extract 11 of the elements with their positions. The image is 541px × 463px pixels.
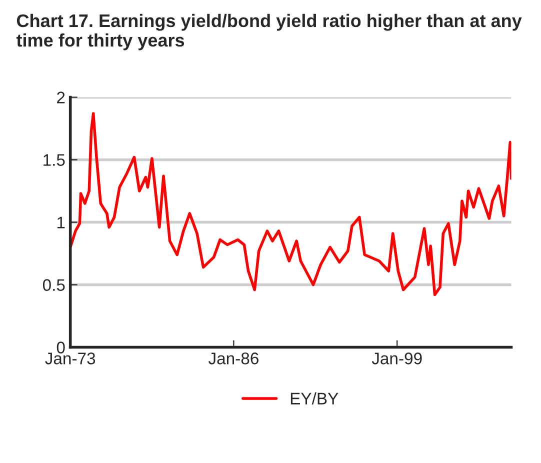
x-tick-label: Jan-99 [372,352,422,364]
x-tick-label: Jan-86 [208,352,258,364]
legend-label: EY/BY [290,392,338,404]
line-series [70,112,512,296]
y-tick-label: 2 [57,92,65,104]
chart-title: Chart 17. Earnings yield/bond yield ratio higher than at any time for thirty years [16,14,522,50]
y-tick-label: 0.5 [42,279,65,291]
y-tick-label: 1.5 [44,154,65,166]
y-tick-label: 0 [56,342,65,354]
y-tick-label: 1 [57,216,65,228]
x-tick-label: Jan-73 [45,352,96,364]
